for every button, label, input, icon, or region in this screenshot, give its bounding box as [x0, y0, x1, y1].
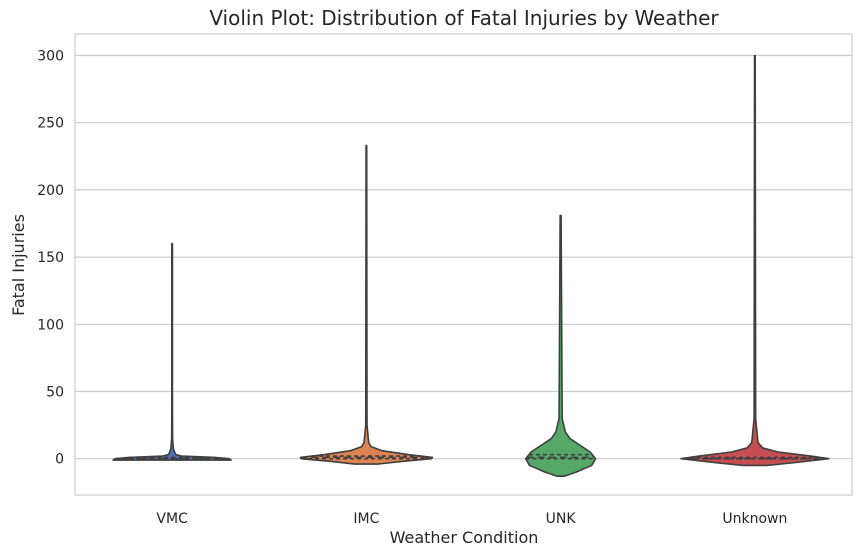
y-axis-ticks: 0 50 100 150 200 250 300 — [37, 49, 64, 468]
x-tick-label: Unknown — [722, 511, 787, 527]
violin-body — [112, 242, 232, 461]
y-tick-label: 250 — [37, 116, 64, 132]
x-axis-label: Weather Condition — [390, 528, 539, 547]
x-tick-label: UNK — [546, 511, 577, 527]
violin-body — [524, 214, 597, 477]
y-tick-label: 0 — [55, 452, 64, 468]
violin-unk — [524, 214, 597, 477]
plot-area — [74, 33, 853, 496]
x-tick-label: VMC — [156, 511, 188, 527]
x-tick-label: IMC — [353, 511, 379, 527]
violin-unknown — [680, 54, 830, 467]
violins — [112, 54, 830, 477]
y-tick-label: 300 — [37, 49, 64, 65]
violin-imc — [299, 144, 434, 465]
y-axis-label: Fatal Injuries — [9, 214, 28, 316]
violin-vmc — [112, 242, 232, 461]
y-tick-label: 150 — [37, 250, 64, 266]
y-tick-label: 200 — [37, 183, 64, 199]
gridlines — [75, 54, 852, 460]
x-axis-ticks: VMC IMC UNK Unknown — [156, 511, 787, 527]
y-tick-label: 100 — [37, 317, 64, 333]
violin-body — [299, 144, 434, 465]
y-tick-label: 50 — [46, 385, 64, 401]
chart-title: Violin Plot: Distribution of Fatal Injur… — [209, 6, 719, 30]
